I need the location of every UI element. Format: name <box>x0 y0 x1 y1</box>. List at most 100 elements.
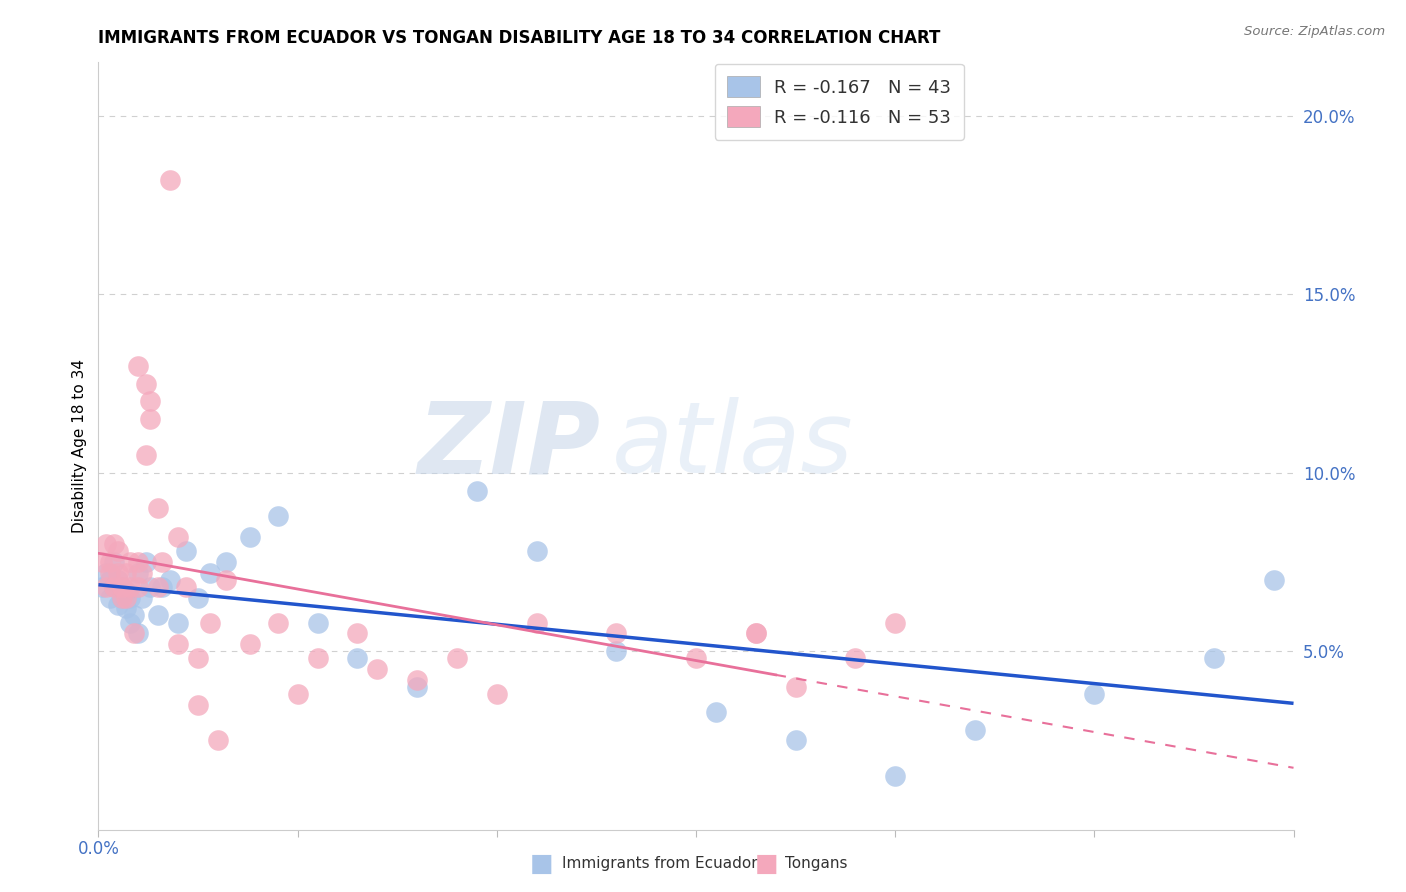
Point <box>111 591 134 605</box>
Point <box>124 626 146 640</box>
Point <box>187 698 209 712</box>
Point <box>96 580 118 594</box>
Point <box>111 591 134 605</box>
Point <box>91 580 114 594</box>
Point <box>526 615 548 630</box>
Point <box>167 530 190 544</box>
Point <box>745 626 768 640</box>
Point <box>127 555 149 569</box>
Point <box>148 608 170 623</box>
Point <box>148 501 170 516</box>
Text: ZIP: ZIP <box>418 398 600 494</box>
Text: 0.0%: 0.0% <box>77 840 120 858</box>
Point <box>115 601 138 615</box>
Point <box>287 687 309 701</box>
Point <box>135 448 157 462</box>
Point <box>167 637 190 651</box>
Point <box>131 591 153 605</box>
Point <box>120 580 142 594</box>
Point <box>239 637 262 651</box>
Point <box>111 580 134 594</box>
Point <box>139 394 162 409</box>
Point <box>884 769 907 783</box>
Point <box>605 626 627 640</box>
Point <box>150 580 173 594</box>
Point <box>103 537 125 551</box>
Point <box>135 555 157 569</box>
Point <box>103 580 125 594</box>
Point <box>963 723 986 737</box>
Point <box>485 687 508 701</box>
Point <box>267 508 290 523</box>
Point <box>207 733 229 747</box>
Point <box>406 680 429 694</box>
Text: Immigrants from Ecuador: Immigrants from Ecuador <box>562 856 758 871</box>
Point <box>159 573 181 587</box>
Point <box>704 705 727 719</box>
Text: Tongans: Tongans <box>785 856 846 871</box>
Point <box>120 615 142 630</box>
Point <box>159 173 181 187</box>
Point <box>91 555 114 569</box>
Point <box>187 591 209 605</box>
Point <box>346 651 368 665</box>
Point <box>785 680 807 694</box>
Point <box>844 651 866 665</box>
Point <box>785 733 807 747</box>
Point <box>127 626 149 640</box>
Text: ■: ■ <box>755 852 778 875</box>
Point <box>98 566 122 580</box>
Point <box>127 580 149 594</box>
Point <box>446 651 468 665</box>
Point <box>465 483 488 498</box>
Point <box>174 544 197 558</box>
Point <box>115 583 138 598</box>
Text: Source: ZipAtlas.com: Source: ZipAtlas.com <box>1244 25 1385 38</box>
Point <box>131 566 153 580</box>
Point <box>98 573 122 587</box>
Point <box>115 591 138 605</box>
Point <box>198 566 221 580</box>
Point <box>107 598 129 612</box>
Point <box>115 566 138 580</box>
Point <box>139 580 162 594</box>
Point <box>148 580 170 594</box>
Point <box>745 626 768 640</box>
Point <box>107 566 129 580</box>
Point <box>1083 687 1105 701</box>
Point <box>139 412 162 426</box>
Text: ■: ■ <box>530 852 553 875</box>
Point <box>346 626 368 640</box>
Point <box>307 651 329 665</box>
Point <box>267 615 290 630</box>
Point <box>1202 651 1225 665</box>
Point <box>150 555 173 569</box>
Point <box>884 615 907 630</box>
Point <box>239 530 262 544</box>
Point <box>103 555 125 569</box>
Point <box>167 615 190 630</box>
Point <box>98 555 122 569</box>
Point <box>96 537 118 551</box>
Point <box>187 651 209 665</box>
Point <box>215 555 238 569</box>
Point <box>198 615 221 630</box>
Point <box>366 662 388 676</box>
Point <box>127 359 149 373</box>
Point <box>96 566 118 580</box>
Point <box>605 644 627 658</box>
Point <box>107 573 129 587</box>
Point <box>406 673 429 687</box>
Point <box>127 566 149 580</box>
Point <box>124 608 146 623</box>
Point <box>685 651 707 665</box>
Point <box>98 591 122 605</box>
Legend: R = -0.167   N = 43, R = -0.116   N = 53: R = -0.167 N = 43, R = -0.116 N = 53 <box>714 64 965 140</box>
Point <box>107 544 129 558</box>
Point <box>103 580 125 594</box>
Point <box>135 376 157 391</box>
Text: atlas: atlas <box>613 398 853 494</box>
Point <box>526 544 548 558</box>
Point <box>120 591 142 605</box>
Point <box>111 580 134 594</box>
